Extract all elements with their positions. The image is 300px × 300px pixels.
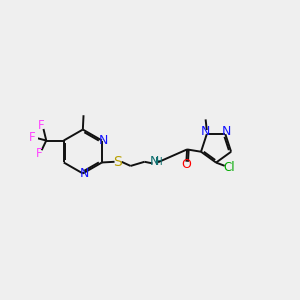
Text: N: N (222, 125, 231, 138)
Text: H: H (155, 157, 163, 167)
Text: N: N (80, 167, 89, 180)
Text: S: S (113, 155, 122, 169)
Text: O: O (182, 158, 191, 171)
Text: N: N (150, 154, 159, 168)
Text: F: F (38, 119, 44, 133)
Text: Cl: Cl (224, 161, 236, 174)
Text: F: F (29, 131, 35, 144)
Text: N: N (99, 134, 108, 147)
Text: N: N (201, 125, 211, 138)
Text: F: F (36, 147, 43, 160)
